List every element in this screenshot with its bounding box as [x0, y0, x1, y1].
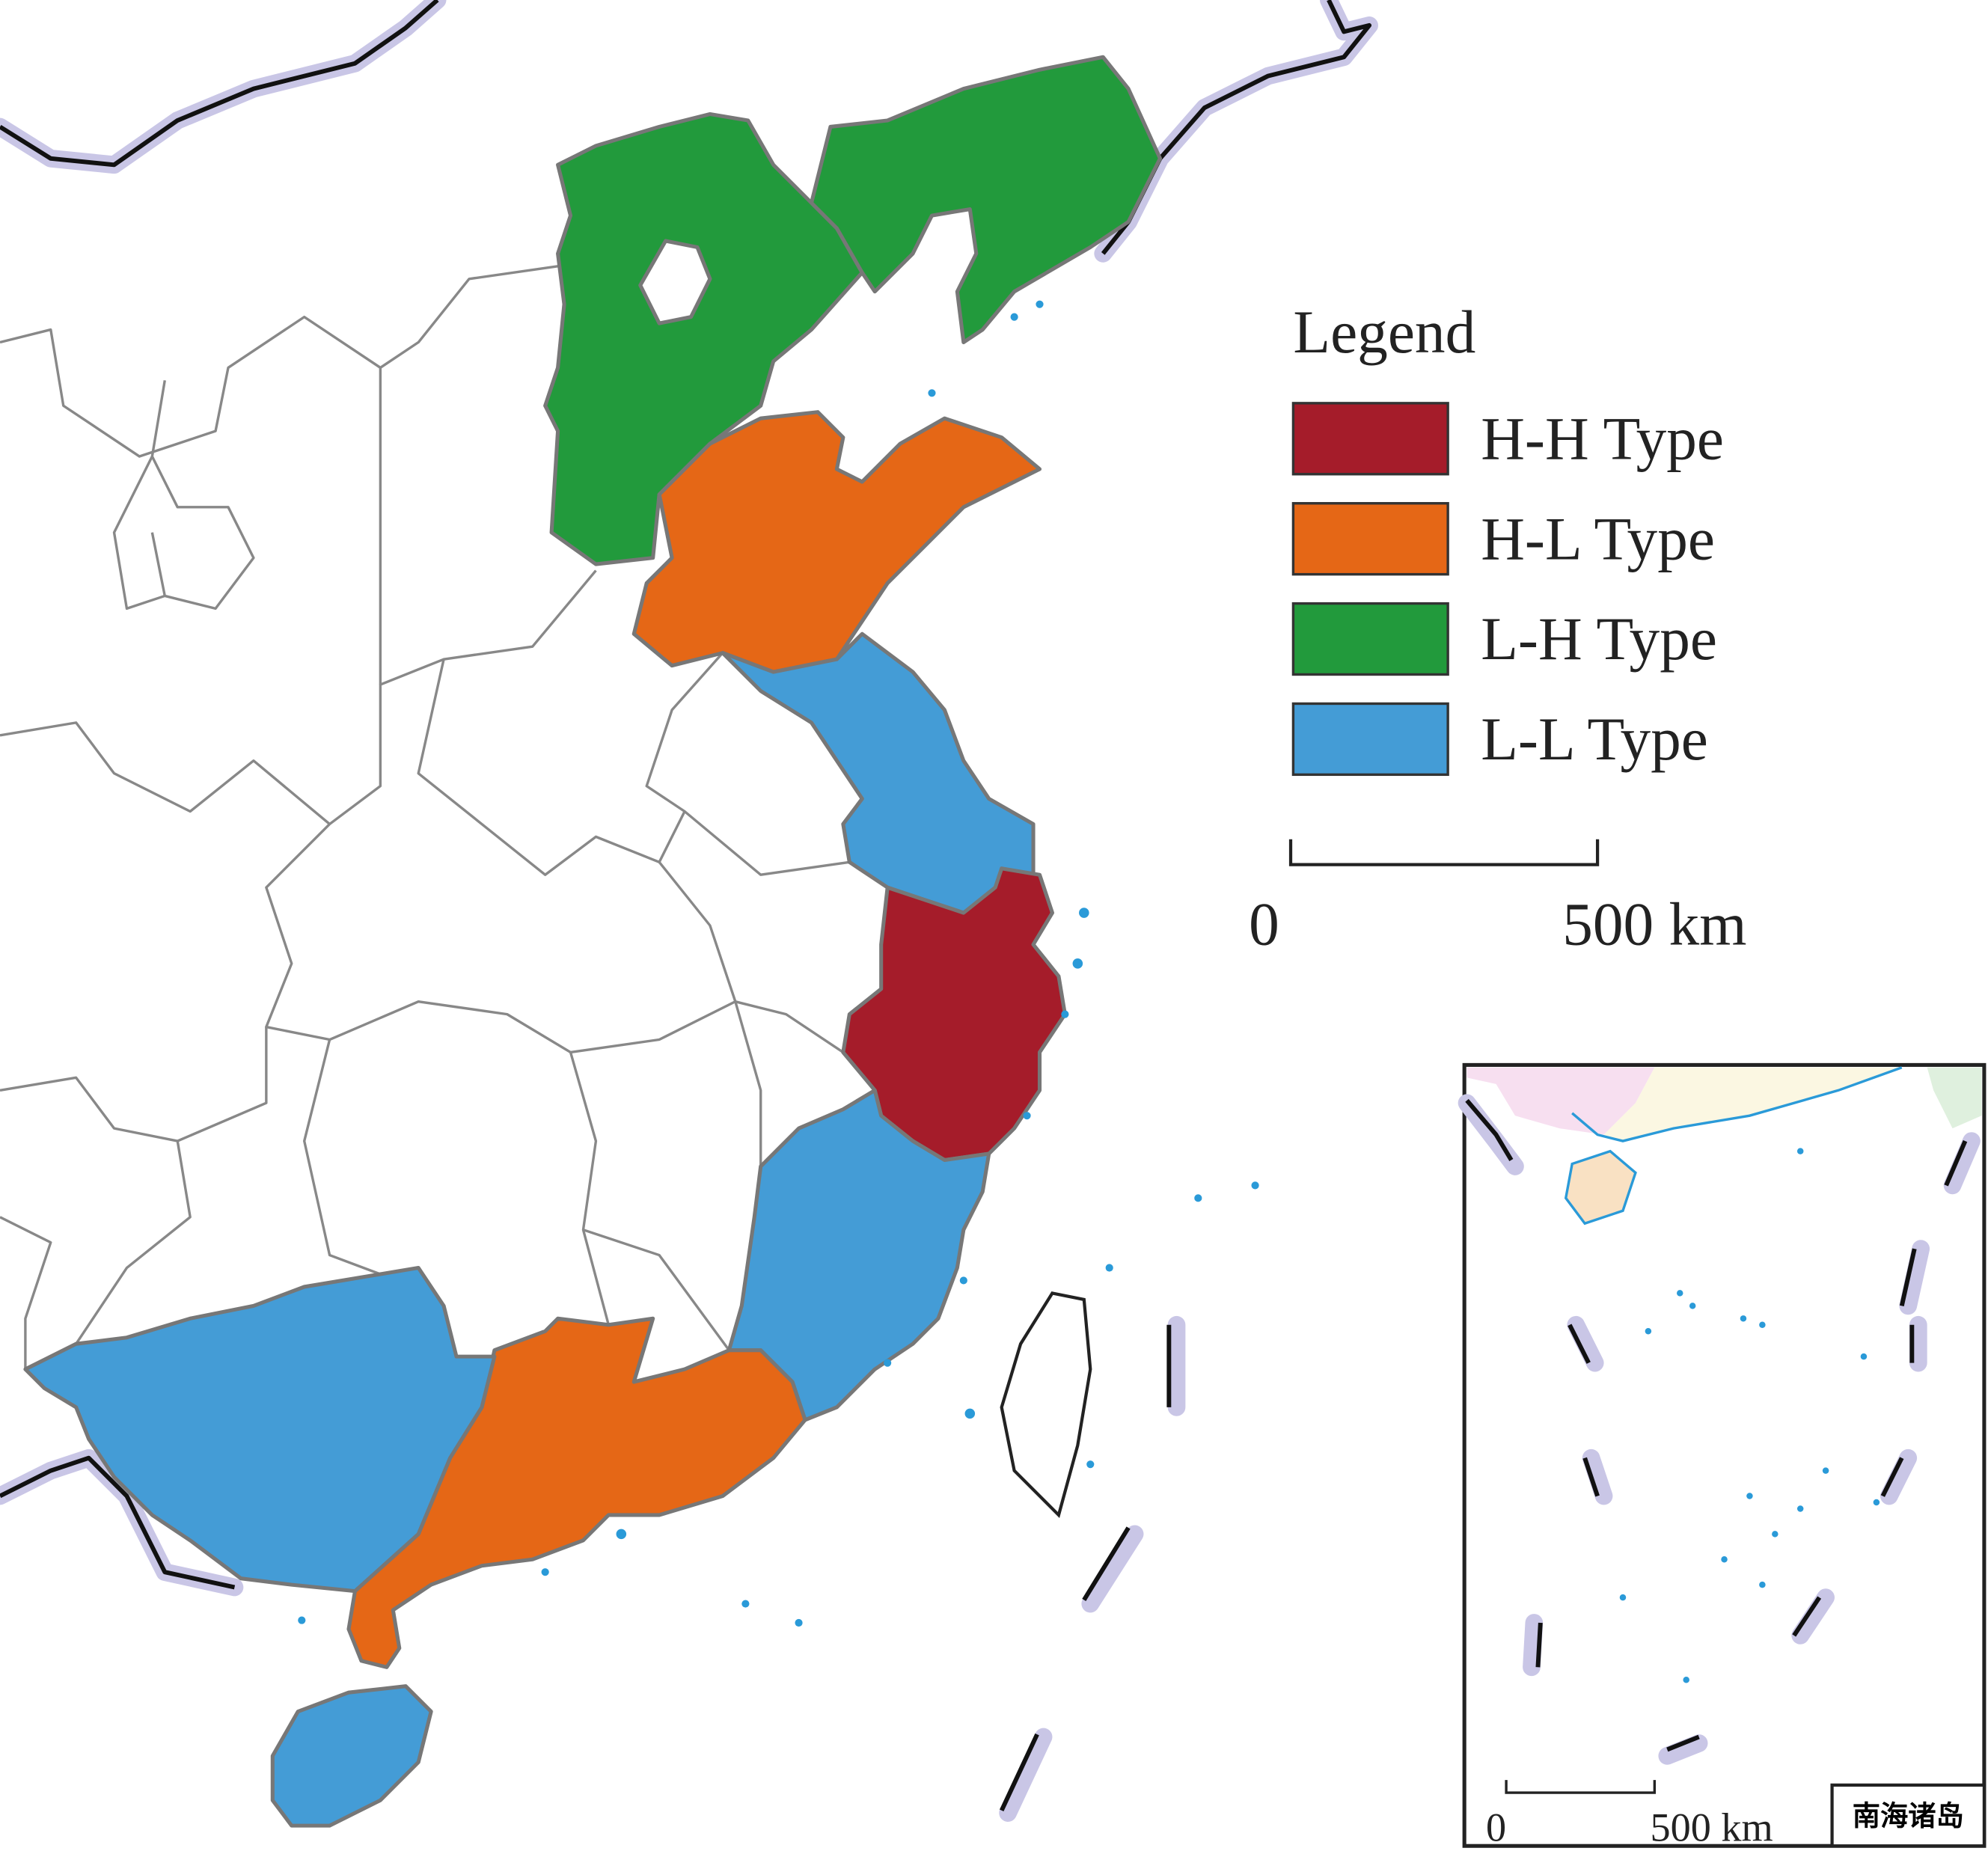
legend-swatch: [1291, 702, 1449, 777]
islands: [298, 300, 1259, 1627]
scale-end: 500 km: [1562, 890, 1746, 958]
inset-label: 南海诸岛: [1853, 1799, 1964, 1832]
inset-scale-start: 0: [1486, 1805, 1506, 1850]
legend-label: H-L Type: [1481, 505, 1715, 572]
legend-swatch: [1291, 402, 1449, 476]
legend-label: L-H Type: [1481, 605, 1717, 673]
inset: 0 500 km 南海诸岛: [1458, 1062, 1987, 1850]
inland-boundaries: [0, 265, 850, 1370]
provinces: [23, 55, 1163, 1828]
borders: [0, 0, 1378, 1597]
province: [270, 1684, 433, 1828]
province: [346, 1316, 807, 1669]
legend-title: Legend: [1293, 299, 1475, 366]
legend: H-H Type H-L Type L-H Type L-L Type: [1291, 402, 1724, 777]
province: [727, 1088, 991, 1422]
province: [841, 866, 1067, 1163]
province: [23, 1265, 497, 1594]
scale-bar: 0 500 km: [1249, 839, 1746, 958]
province: [638, 239, 712, 325]
scale-start: 0: [1249, 890, 1279, 958]
legend-label: L-L Type: [1481, 706, 1708, 773]
province: [543, 111, 864, 566]
legend-swatch: [1291, 602, 1449, 676]
inset-scale-end: 500 km: [1651, 1805, 1773, 1850]
legend-label: H-H Type: [1481, 405, 1724, 472]
dash-lines: [999, 1315, 1186, 1823]
province: [809, 55, 1163, 345]
taiwan: [1000, 1291, 1092, 1519]
legend-swatch: [1291, 502, 1449, 576]
province: [721, 631, 1036, 915]
